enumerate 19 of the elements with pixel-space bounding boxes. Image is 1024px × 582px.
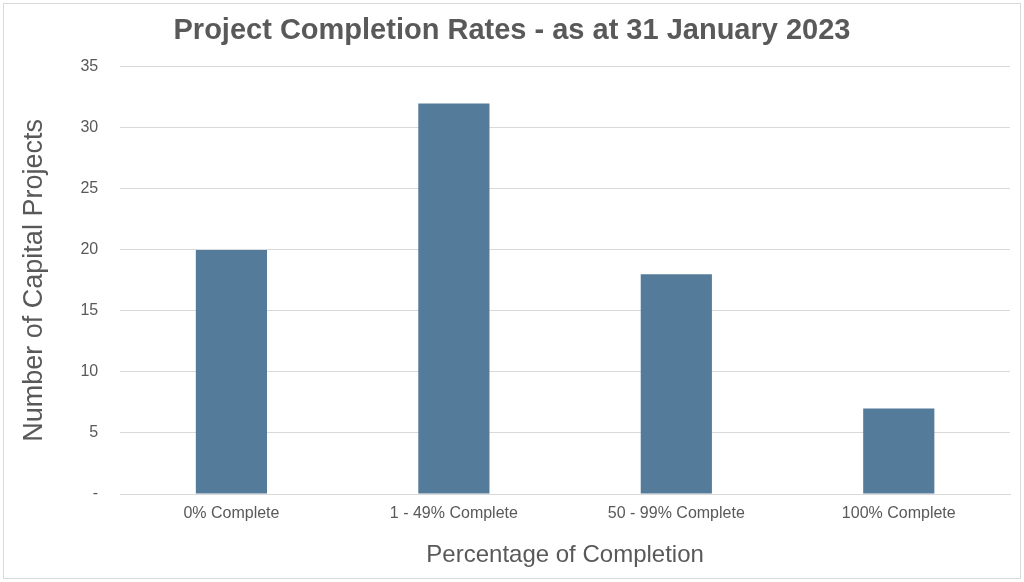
bar: [640, 274, 712, 494]
y-tick-label: 5: [89, 423, 99, 441]
y-tick-label: 30: [80, 118, 99, 136]
bar: [863, 408, 935, 494]
y-tick-label: -: [92, 484, 99, 502]
bar: [195, 249, 268, 494]
y-tick-label: 20: [80, 240, 99, 258]
x-tick-label: 100% Complete: [841, 504, 956, 522]
y-tick-label: 25: [80, 179, 99, 197]
x-tick-label: 1 - 49% Complete: [389, 504, 519, 522]
x-tick-label: 0% Complete: [183, 504, 280, 522]
y-tick-label: 10: [80, 362, 99, 380]
y-tick-label: 35: [80, 57, 99, 75]
y-tick-label: 15: [80, 301, 99, 319]
x-tick-label: 50 - 99% Complete: [607, 504, 745, 522]
y-axis-title: Number of Capital Projects: [17, 119, 48, 442]
chart-title: Project Completion Rates - as at 31 January 2023: [173, 13, 851, 46]
bar: [418, 103, 490, 494]
x-axis-title: Percentage of Completion: [426, 540, 704, 568]
